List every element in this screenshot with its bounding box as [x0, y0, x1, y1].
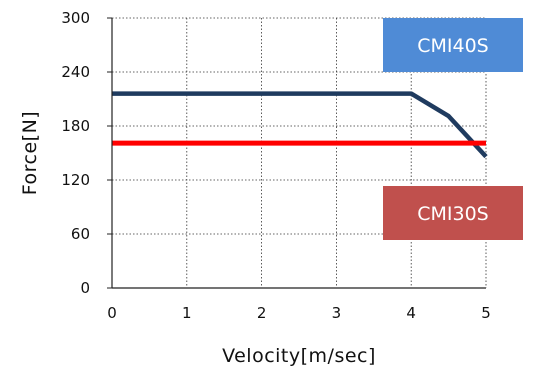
x-tick-label-2: 2 [257, 304, 267, 322]
y-tick-label-0: 0 [80, 279, 90, 297]
legend-label-cmi30s: CMI30S [417, 203, 489, 225]
x-tick-label-1: 1 [182, 304, 192, 322]
y-tick-label-2: 120 [61, 171, 90, 189]
y-axis-label: Force[N] [19, 111, 41, 195]
x-tick-label-0: 0 [107, 304, 117, 322]
y-tick-label-3: 180 [61, 117, 90, 135]
x-axis-label: Velocity[m/sec] [222, 345, 376, 367]
x-tick-label-4: 4 [406, 304, 416, 322]
y-tick-label-5: 300 [61, 9, 90, 27]
x-tick-label-3: 3 [332, 304, 342, 322]
legend-label-cmi40s: CMI40S [417, 35, 489, 57]
y-tick-label-4: 240 [61, 63, 90, 81]
y-tick-label-1: 60 [71, 225, 90, 243]
x-tick-label-5: 5 [481, 304, 491, 322]
